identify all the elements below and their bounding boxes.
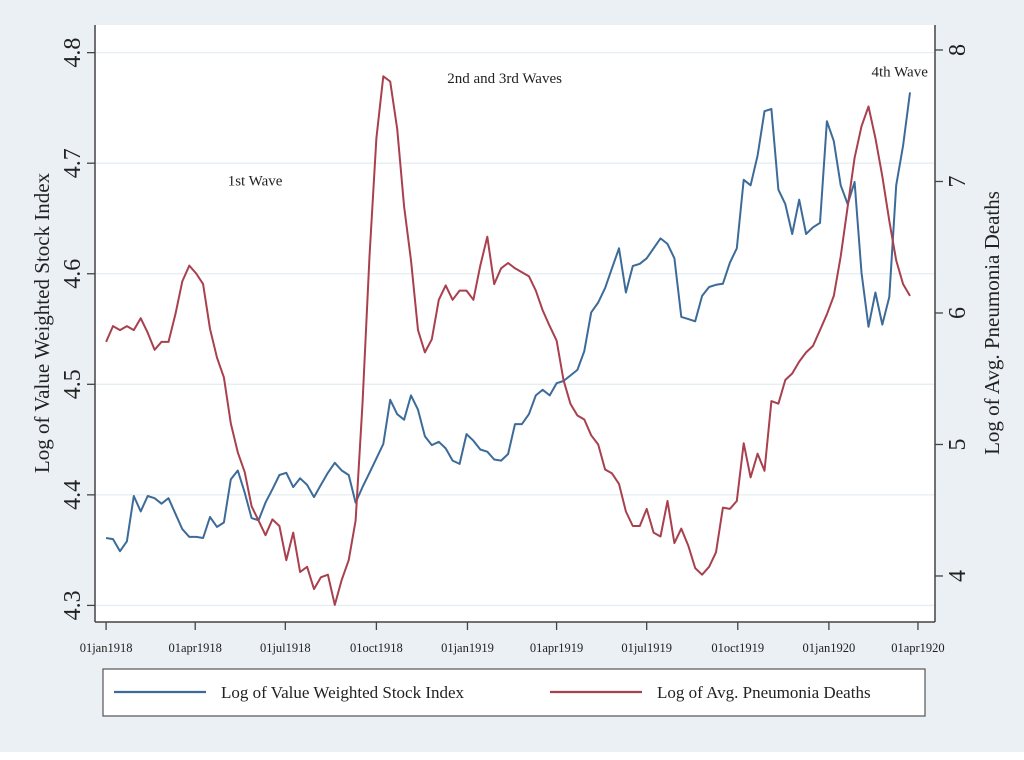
left-tick-label: 4.7 xyxy=(60,148,86,178)
left-tick-label: 4.8 xyxy=(60,38,86,68)
legend-label-pneumonia: Log of Avg. Pneumonia Deaths xyxy=(657,683,871,702)
wave-annotation: 1st Wave xyxy=(228,173,283,189)
gridlines xyxy=(95,51,935,607)
wave-annotation: 2nd and 3rd Waves xyxy=(447,71,562,87)
plot-area xyxy=(95,25,935,622)
left-tick-label: 4.6 xyxy=(60,259,86,289)
annotations: 1st Wave 2nd and 3rd Waves 4th Wave xyxy=(228,64,928,189)
x-tick-label: 01apr1920 xyxy=(891,641,944,655)
right-tick-label: 8 xyxy=(945,44,971,56)
left-tick-label: 4.5 xyxy=(60,369,86,399)
legend-box xyxy=(102,668,926,717)
right-tick-label: 7 xyxy=(945,175,971,187)
x-tick-label: 01jan1919 xyxy=(441,641,494,655)
legend-label-stock: Log of Value Weighted Stock Index xyxy=(221,683,465,702)
x-tick-label: 01apr1918 xyxy=(168,641,221,655)
x-tick-label: 01oct1919 xyxy=(711,641,764,655)
left-tick-label: 4.3 xyxy=(60,590,86,620)
x-tick-label: 01jul1918 xyxy=(260,641,311,655)
left-axis-title: Log of Value Weighted Stock Index xyxy=(30,172,54,473)
right-axis-title: Log of Avg. Pneumonia Deaths xyxy=(980,191,1004,455)
right-tick-label: 6 xyxy=(945,307,971,319)
x-ticks: 01jan1918 01apr1918 01jul1918 01oct1918 01ja… xyxy=(80,622,945,655)
right-y-ticks: 4 5 6 7 8 xyxy=(935,44,971,582)
left-tick-label: 4.4 xyxy=(60,480,86,510)
x-tick-label: 01jan1920 xyxy=(803,641,856,655)
series-layer xyxy=(105,75,911,606)
x-tick-label: 01jul1919 xyxy=(621,641,672,655)
wave-annotation: 4th Wave xyxy=(871,64,928,80)
legend: Log of Value Weighted Stock Index Log of… xyxy=(102,668,926,717)
right-tick-label: 4 xyxy=(945,570,971,582)
x-tick-label: 01oct1918 xyxy=(350,641,403,655)
x-tick-label: 01jan1918 xyxy=(80,641,133,655)
x-tick-label: 01apr1919 xyxy=(530,641,583,655)
left-y-ticks: 4.3 4.4 4.5 4.6 4.7 4.8 xyxy=(60,38,95,620)
right-tick-label: 5 xyxy=(945,438,971,450)
